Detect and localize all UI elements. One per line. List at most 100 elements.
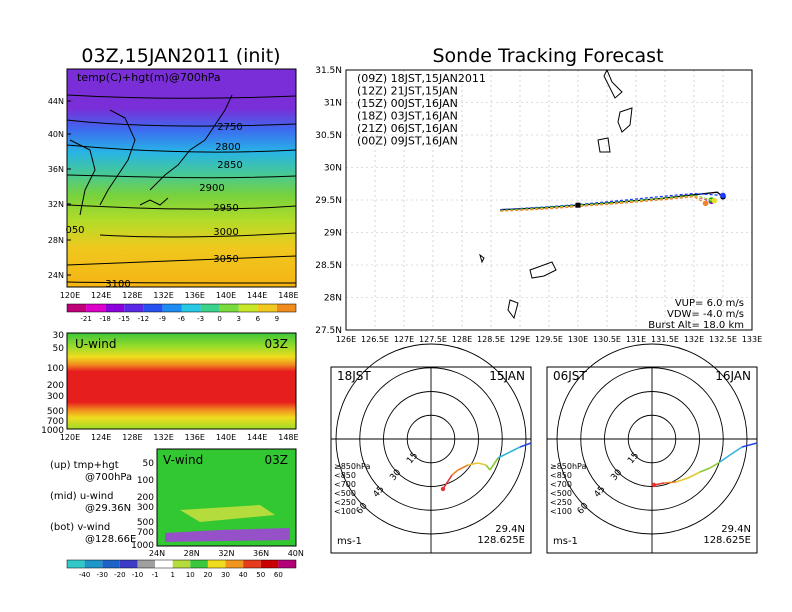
- contour-label: 2750: [217, 122, 242, 133]
- hodograph-trace: [451, 469, 459, 476]
- colorbar-label: -9: [159, 315, 166, 323]
- v-wind-patch: [180, 505, 275, 522]
- lon-tick-label: 124E: [91, 433, 111, 442]
- map-label: temp(C)+hgt(m)@700hPa: [77, 71, 221, 84]
- colorbar-label: 6: [256, 315, 261, 323]
- colorbar-swatch: [219, 304, 239, 312]
- lat-tick-label: 36N: [48, 165, 64, 174]
- lon-tick-label: 133E: [742, 335, 762, 344]
- lon-tick-label: 120E: [60, 433, 80, 442]
- hodograph-trace: [489, 457, 499, 471]
- colorbar-swatch: [200, 304, 220, 312]
- lon-tick-label: 126E: [336, 335, 356, 344]
- lat-tick-label: 36N: [253, 549, 269, 558]
- colorbar-label: -18: [99, 315, 110, 323]
- lat-tick-label: 44N: [48, 97, 64, 106]
- track-lon-ticks: 126E 126.5E 127E 127.5E 128E 128.5E 129E 129.5E…: [336, 335, 762, 344]
- hodograph-lon: 128.625E: [703, 535, 751, 546]
- colorbar-label: -10: [132, 571, 143, 579]
- pressure-tick-label: 700: [47, 417, 64, 427]
- hodograph-trace: [719, 454, 731, 463]
- pressure-tick-label: 500: [47, 407, 64, 417]
- side-note-line1: (bot) v-wind: [50, 522, 110, 533]
- hodograph-trace: [467, 462, 479, 466]
- hodograph-trace: [699, 467, 711, 473]
- colorbar-label: -6: [178, 315, 186, 323]
- lon-tick-label: 127E: [394, 335, 414, 344]
- track-series-line: [500, 192, 724, 211]
- contour-label: 2950: [213, 203, 238, 214]
- hodograph-trace: [519, 442, 532, 448]
- colorbar-swatch: [225, 560, 244, 568]
- colorbar-swatch: [105, 304, 125, 312]
- hodograph-trace: [442, 474, 453, 490]
- track-info-line: VDW= -4.0 m/s: [667, 309, 744, 320]
- colorbar-label: 30: [221, 571, 230, 579]
- lon-tick-label: 132E: [684, 335, 704, 344]
- contour-label: 2900: [199, 183, 224, 194]
- pressure-tick-label: 100: [47, 364, 64, 374]
- colorbar-swatch: [84, 560, 103, 568]
- lon-tick-label: 127.5E: [419, 335, 447, 344]
- colorbar-label: 10: [186, 571, 195, 579]
- lon-tick-label: 132E: [153, 433, 173, 442]
- side-note-line2: @29.36N: [85, 503, 131, 514]
- contour-label: 3000: [213, 227, 238, 238]
- colorbar-label: 9: [275, 315, 279, 323]
- left-title: 03Z,15JAN2011 (init): [81, 45, 280, 67]
- level-legend-entry: <250: [334, 498, 356, 507]
- lat-tick-label: 30N: [324, 164, 342, 174]
- legend-entry: (12Z) 21JST,15JAN: [357, 85, 458, 98]
- colorbar-swatch: [243, 560, 261, 568]
- lon-tick-label: 128E: [122, 291, 142, 300]
- contour-label: 3100: [105, 279, 130, 290]
- lon-tick-label: 130E: [568, 335, 588, 344]
- hodograph-trace: [729, 446, 743, 456]
- hodograph-trace: [509, 446, 521, 453]
- pressure-tick-label: 1000: [131, 541, 154, 551]
- lon-tick-label: 131.5E: [651, 335, 679, 344]
- lon-tick-label: 144E: [247, 433, 267, 442]
- hodograph-time: 18JST: [337, 369, 371, 383]
- lat-tick-label: 29.5N: [315, 196, 342, 206]
- pressure-tick-label: 30: [53, 331, 65, 341]
- hodograph-trace: [687, 471, 701, 479]
- colorbar-swatch: [238, 304, 258, 312]
- track-info-line: VUP= 6.0 m/s: [675, 298, 744, 309]
- colorbar-label: -12: [138, 315, 149, 323]
- level-legend-entry: <500: [334, 489, 356, 498]
- hodograph-date: 15JAN: [489, 369, 525, 383]
- pressure-tick-label: 700: [137, 528, 154, 538]
- track-series-line: [500, 194, 712, 212]
- legend-entry: (21Z) 06JST,16JAN: [357, 122, 458, 135]
- lat-tick-label: 32N: [48, 200, 64, 209]
- side-note-line2: @128.66E: [85, 534, 136, 545]
- level-legend-entry: <250: [550, 498, 572, 507]
- legend-entry: (09Z) 18JST,15JAN2011: [357, 72, 486, 85]
- colorbar-label: -20: [114, 571, 125, 579]
- temp-map-panel: temp(C)+hgt(m)@700hPa 2750 2800 2850 2900 29…: [48, 68, 299, 300]
- lon-tick-label: 124E: [91, 291, 111, 300]
- colorbar-swatch: [260, 560, 279, 568]
- hodograph-trace: [457, 464, 469, 471]
- pressure-tick-label: 1000: [41, 426, 64, 436]
- lat-tick-label: 32N: [218, 549, 234, 558]
- colorbar-swatch: [119, 560, 138, 568]
- lon-tick-label: 128E: [122, 433, 142, 442]
- map-lat-ticks: 44N 40N 36N 32N 28N 24N: [48, 97, 71, 280]
- legend-entry: (15Z) 00JST,16JAN: [357, 97, 458, 110]
- side-note-line1: (up) tmp+hgt: [50, 460, 119, 471]
- lon-tick-label: 129E: [510, 335, 530, 344]
- lon-tick-label: 128.5E: [477, 335, 505, 344]
- pressure-tick-label: 300: [47, 392, 64, 402]
- colorbar-swatch: [257, 304, 277, 312]
- lat-tick-label: 24N: [149, 549, 165, 558]
- colorbar-label: -40: [79, 571, 90, 579]
- u-wind-label: U-wind: [75, 337, 116, 351]
- contour-label: 3050: [213, 254, 238, 265]
- lon-tick-label: 131E: [626, 335, 646, 344]
